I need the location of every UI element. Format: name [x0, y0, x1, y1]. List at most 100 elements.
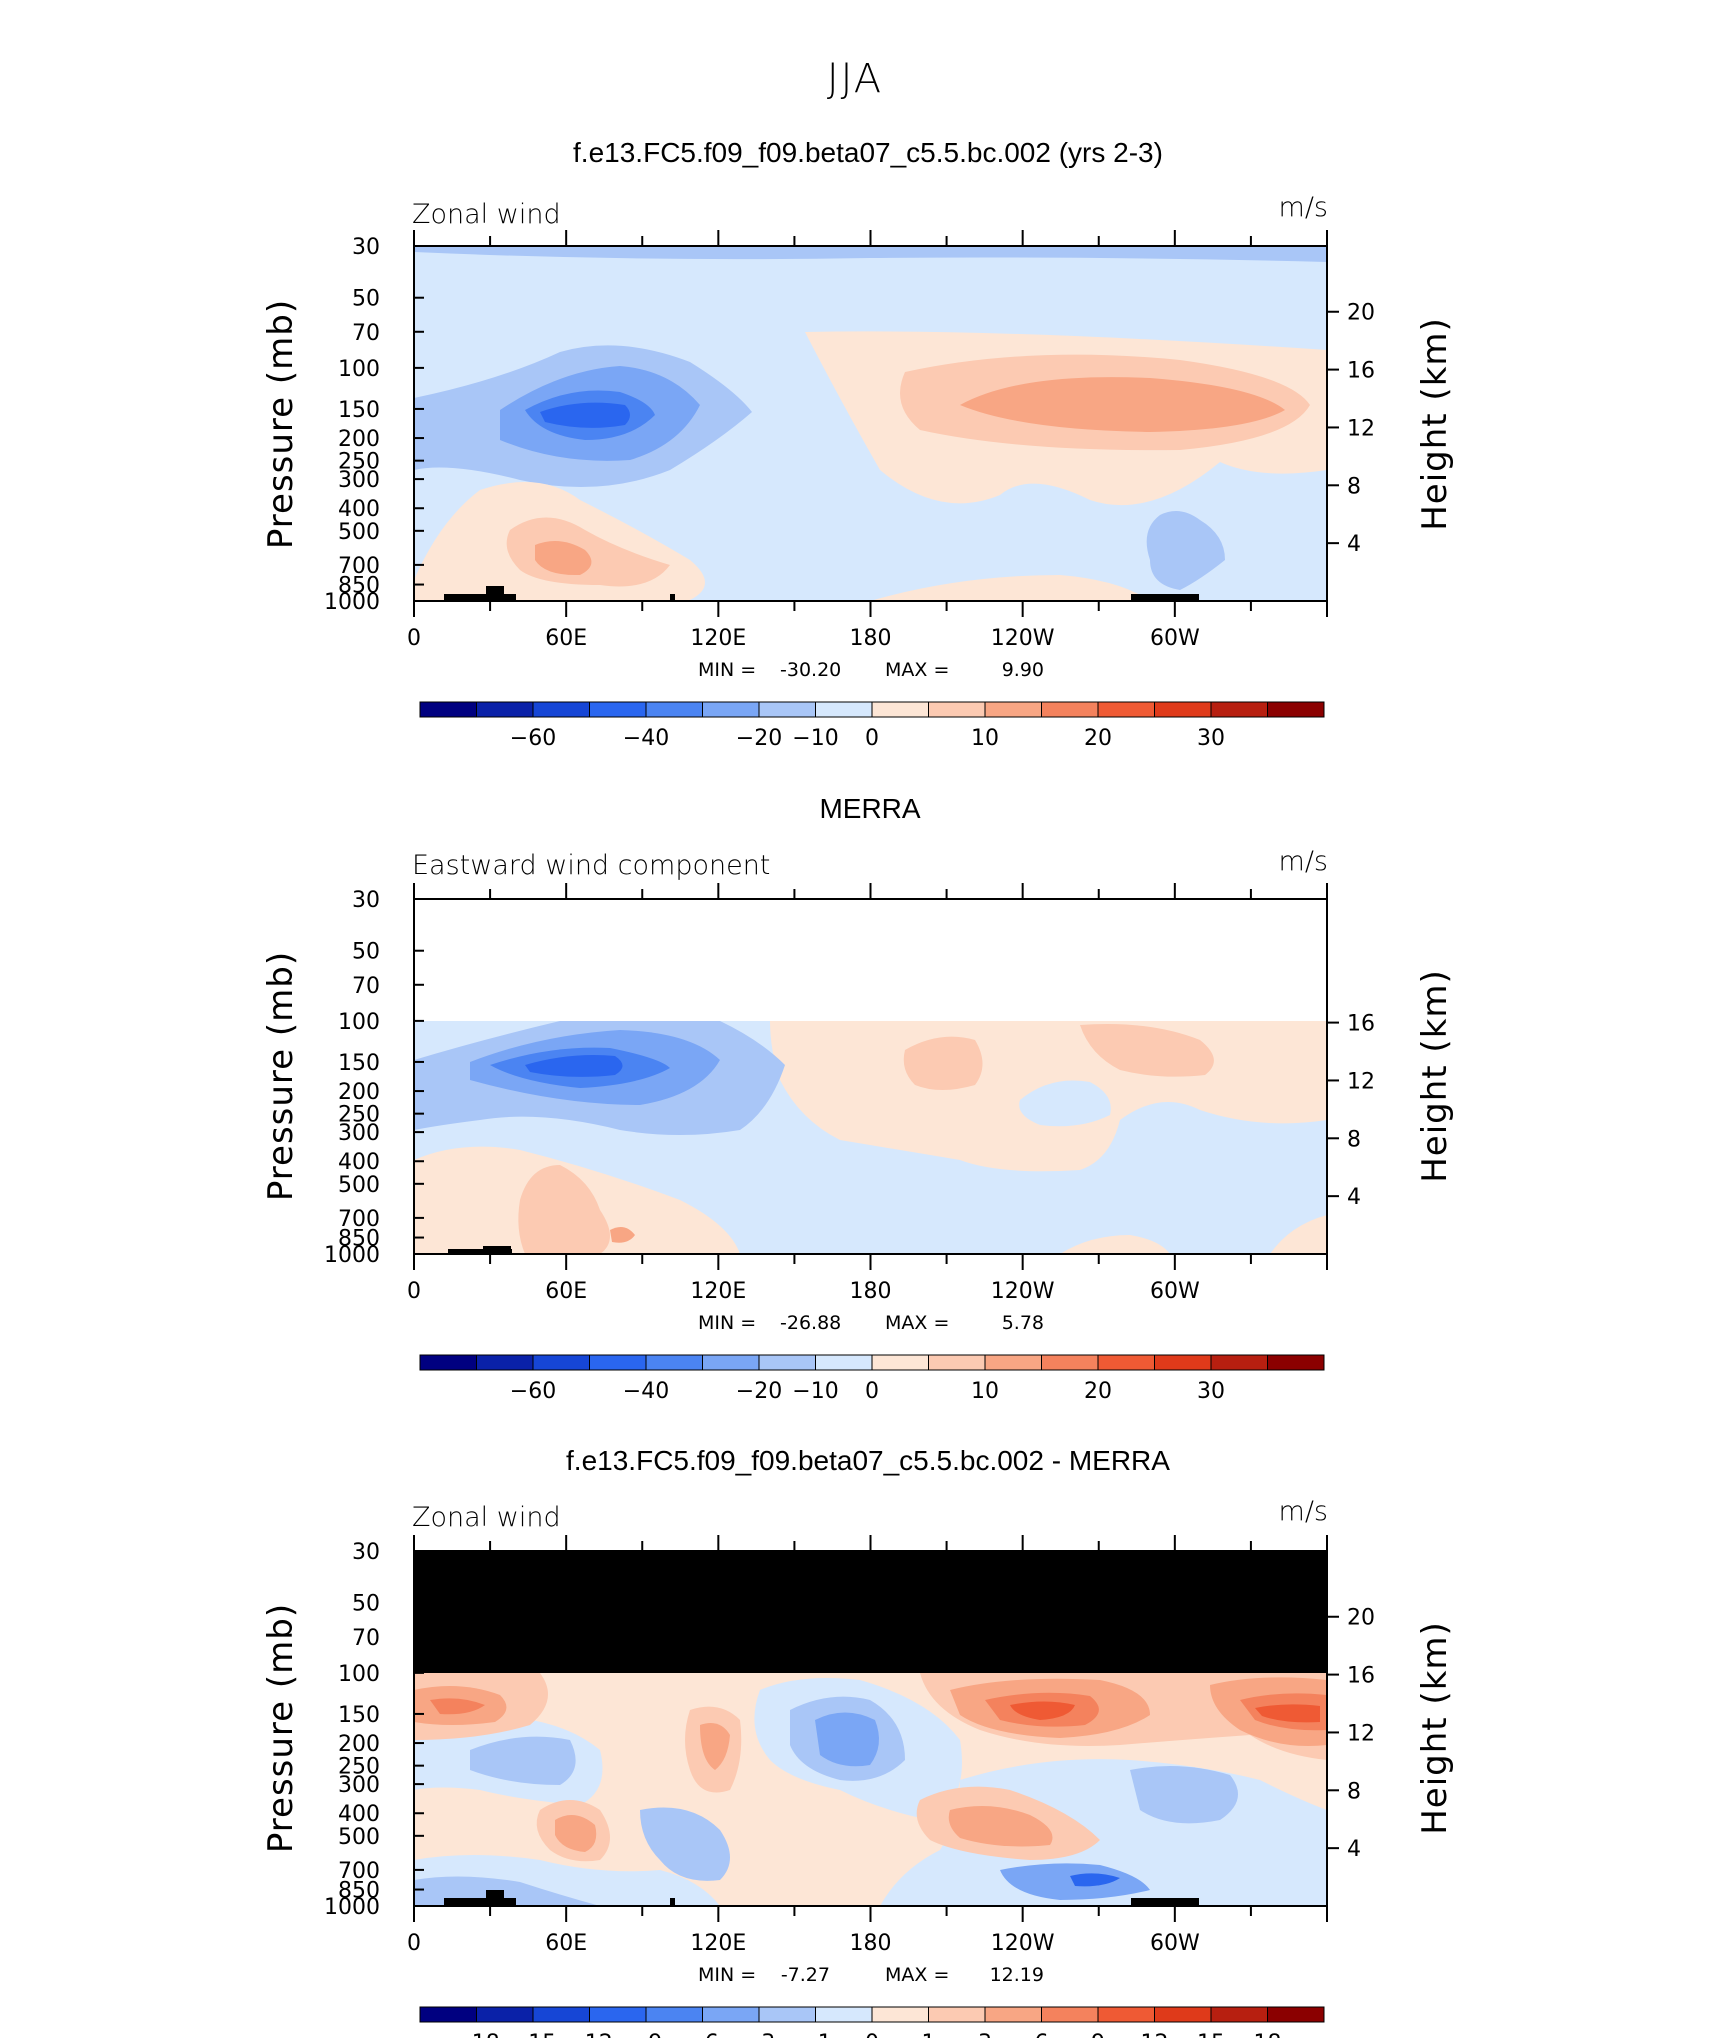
panel-3-neg-a2	[470, 1736, 576, 1785]
ytick-label: 500	[338, 1173, 380, 1198]
panel-3-missing	[414, 1551, 1327, 1673]
panel-1-max: 9.90	[1002, 659, 1044, 681]
ytick-label: 30	[352, 235, 380, 260]
colorbar-swatch	[815, 2006, 873, 2023]
colorbar-swatch	[1097, 2006, 1155, 2023]
colorbar-swatch	[984, 1354, 1042, 1371]
colorbar-label: −12	[566, 2031, 612, 2038]
panel-1-ylabel-right: Height (km)	[1415, 317, 1455, 531]
colorbar-swatch	[758, 701, 816, 718]
colorbar-label: 0	[865, 1379, 879, 1404]
panel-3-colorbar: −18 −15 −12 −9 −6 −3 −1 0 1 3 6 9 12 15 18	[419, 2006, 1325, 2038]
panel-1-topo-2	[486, 586, 504, 598]
xtick-label: 120E	[690, 626, 746, 651]
panel-3-pos-f2	[700, 1722, 730, 1770]
colorbar-label: 20	[1084, 1379, 1112, 1404]
colorbar-swatch	[1097, 701, 1155, 718]
ytick-label: 150	[338, 1703, 380, 1728]
colorbar-label: 18	[1254, 2031, 1282, 2038]
ytick-label: 70	[352, 974, 380, 999]
xtick-label: 180	[850, 626, 892, 651]
panel-1-colorbar: −60 −40 −20 −10 0 10 20 30	[419, 701, 1325, 751]
panel-2-max-label: MAX =	[885, 1312, 949, 1334]
panel-3-pos-a3	[430, 1698, 485, 1715]
colorbar-swatch	[984, 701, 1042, 718]
colorbar-swatch	[476, 1354, 534, 1371]
panel-2-xticks: 0 60E 120E 180 120W 60W	[407, 883, 1328, 1304]
colorbar-swatch	[645, 1354, 703, 1371]
panel-1-min-label: MIN =	[698, 659, 756, 681]
colorbar-swatch	[928, 1354, 986, 1371]
panel-2-min-label: MIN =	[698, 1312, 756, 1334]
ytick-right-label: 4	[1347, 532, 1361, 557]
colorbar-label: −20	[736, 1379, 782, 1404]
colorbar-swatch	[758, 1354, 816, 1371]
panel-1-yticks-right: 20 16 12 8 4	[1327, 301, 1375, 557]
panel-1-pos-jet	[960, 377, 1285, 432]
ytick-label: 700	[338, 1207, 380, 1232]
panel-2-left-label: Eastward wind component	[412, 850, 770, 881]
panel-2-units: m/s	[1279, 846, 1328, 877]
colorbar-swatch	[1154, 1354, 1212, 1371]
panel-3-title: f.e13.FC5.f09_f09.beta07_c5.5.bc.002 - M…	[566, 1445, 1170, 1476]
panel-1-low-pos3	[535, 541, 592, 576]
colorbar-label: −9	[630, 2031, 662, 2038]
ytick-right-label: 4	[1347, 1837, 1361, 1862]
panel-3-neg-e2	[1070, 1873, 1120, 1887]
panel-2-low-pos4	[1060, 1235, 1170, 1254]
ytick-label: 200	[338, 1732, 380, 1757]
colorbar-swatch	[1041, 701, 1099, 718]
xtick-label: 120E	[690, 1279, 746, 1304]
panel-2-missing	[414, 899, 1327, 1021]
colorbar-label: −60	[510, 1379, 556, 1404]
ytick-label: 200	[338, 427, 380, 452]
panel-3-pos-d2	[948, 1806, 1053, 1847]
panel-2-low-pos5	[1270, 1215, 1327, 1254]
panel-3-topo-2	[486, 1890, 504, 1902]
colorbar-swatch	[589, 2006, 647, 2023]
ytick-label: 100	[338, 1010, 380, 1035]
panel-2-low-pos3	[610, 1226, 635, 1243]
panel-2-max: 5.78	[1002, 1312, 1044, 1334]
panel-3-pos-b4	[1010, 1701, 1075, 1720]
colorbar-label: −10	[792, 1379, 838, 1404]
panel-3-stats: MIN = -7.27 MAX = 12.19	[698, 1964, 1044, 1986]
colorbar-swatch	[928, 701, 986, 718]
xtick-label: 60W	[1150, 1931, 1200, 1956]
ytick-right-label: 20	[1347, 1606, 1375, 1631]
panel-3-min: -7.27	[781, 1964, 830, 1986]
colorbar-label: −15	[510, 2031, 556, 2038]
colorbar-swatch	[1267, 1354, 1325, 1371]
ytick-label: 300	[338, 1121, 380, 1146]
panel-1-topo-1	[444, 594, 516, 601]
colorbar-label: −20	[736, 726, 782, 751]
ytick-right-label: 12	[1347, 1069, 1375, 1094]
panel-3-pos-e2	[555, 1815, 597, 1852]
colorbar-swatch	[589, 701, 647, 718]
colorbar-label: 1	[922, 2031, 936, 2038]
panel-1-stats: MIN = -30.20 MAX = 9.90	[698, 659, 1044, 681]
colorbar-swatch	[645, 701, 703, 718]
colorbar-swatch	[1041, 2006, 1099, 2023]
panel-1-low-pos4	[870, 575, 1150, 601]
panel-1-left-label: Zonal wind	[412, 199, 561, 230]
panel-3-units: m/s	[1279, 1496, 1328, 1527]
panel-2-neg-jet	[525, 1055, 623, 1077]
ytick-label: 850	[338, 574, 380, 599]
ytick-label: 70	[352, 1626, 380, 1651]
ytick-label: 850	[338, 1879, 380, 1904]
colorbar-swatch	[1154, 2006, 1212, 2023]
panel-2-low-pos2	[518, 1165, 610, 1254]
colorbar-label: 30	[1197, 1379, 1225, 1404]
panel-3-pos-c3	[1255, 1704, 1320, 1723]
xtick-label: 120W	[991, 1931, 1055, 1956]
ytick-label: 400	[338, 497, 380, 522]
colorbar-swatch	[815, 1354, 873, 1371]
colorbar-label: 10	[971, 726, 999, 751]
xtick-label: 60W	[1150, 1279, 1200, 1304]
panel-2: MERRA Eastward wind component m/s Pressu…	[261, 793, 1455, 1404]
colorbar-label: −60	[510, 726, 556, 751]
ytick-label: 500	[338, 1825, 380, 1850]
